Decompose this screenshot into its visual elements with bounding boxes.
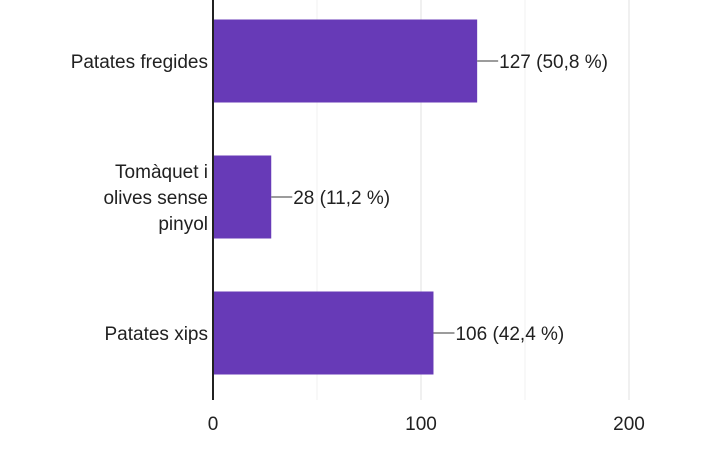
bar	[213, 291, 434, 375]
x-tick-label: 100	[405, 414, 437, 435]
data-label: 28 (11,2 %)	[293, 188, 390, 209]
category-label: Patates fregides	[71, 52, 208, 73]
data-label: 106 (42,4 %)	[455, 324, 564, 345]
category-label-line: Patates fregides	[71, 52, 208, 73]
x-axis-tick-labels: 0 100 200	[208, 414, 645, 435]
x-tick-label: 0	[208, 414, 219, 435]
category-label-line: olives sense	[103, 188, 208, 209]
category-label-line: Tomàquet i	[115, 162, 208, 183]
bar	[213, 155, 272, 239]
category-labels: Patates fregides Tomàquet i olives sense pi…	[71, 52, 208, 345]
data-labels: 127 (50,8 %) 28 (11,2 %) 106 (42,4 %)	[293, 52, 608, 345]
category-label: Patates xips	[105, 324, 209, 345]
category-label-line: pinyol	[158, 214, 208, 235]
x-tick-label: 200	[613, 414, 645, 435]
category-label: Tomàquet i olives sense pinyol	[103, 162, 208, 235]
bars	[213, 19, 478, 375]
data-label-leaders	[271, 60, 499, 334]
bar	[213, 19, 478, 103]
data-label: 127 (50,8 %)	[499, 52, 608, 73]
category-label-line: Patates xips	[105, 324, 209, 345]
